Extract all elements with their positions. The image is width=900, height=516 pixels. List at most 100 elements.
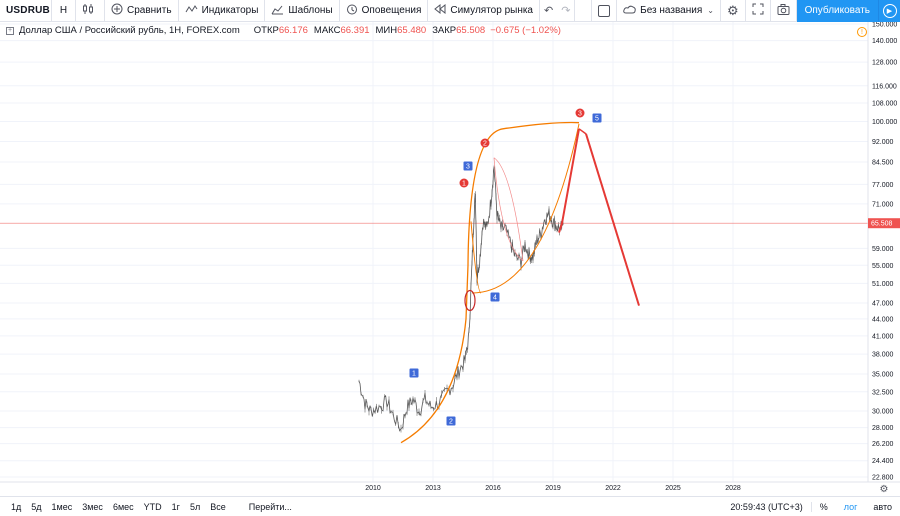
wave-label-red-circle bbox=[575, 108, 585, 118]
symbol-search[interactable]: USDRUB bbox=[0, 0, 52, 22]
price-tick-label: 44.000 bbox=[872, 316, 894, 323]
wave-label-blue: 2 bbox=[449, 419, 453, 426]
time-tick-label: 2019 bbox=[545, 485, 561, 492]
price-series bbox=[358, 165, 564, 433]
price-tick-label: 32.500 bbox=[872, 389, 894, 396]
compare-label: Сравнить bbox=[127, 5, 172, 16]
wave-label-blue: 3 bbox=[466, 164, 470, 171]
price-tick-label: 22.800 bbox=[872, 475, 894, 482]
replay-button[interactable]: Симулятор рынка bbox=[428, 0, 540, 22]
last-price-marker bbox=[868, 218, 900, 229]
fullscreen-toggle[interactable] bbox=[591, 0, 618, 22]
interval-button[interactable]: Н bbox=[52, 0, 76, 22]
last-price-label: 65.508 bbox=[871, 221, 893, 228]
wave-label-blue-box bbox=[463, 161, 473, 171]
percent-toggle[interactable]: % bbox=[819, 501, 828, 512]
chart-style-button[interactable] bbox=[76, 0, 105, 22]
wave-label-blue-box bbox=[490, 292, 500, 302]
compare-button[interactable]: Сравнить bbox=[105, 0, 179, 22]
open-label: ОТКР bbox=[253, 25, 279, 36]
wave-label-blue-box bbox=[592, 113, 602, 123]
cloud-icon bbox=[623, 5, 636, 17]
range-button[interactable]: 3мес bbox=[82, 501, 103, 512]
range-button[interactable]: 1мес bbox=[51, 501, 73, 512]
price-tick-label: 59.000 bbox=[872, 246, 894, 253]
price-tick-label: 108.000 bbox=[872, 100, 897, 107]
collapse-icon[interactable]: + bbox=[6, 26, 14, 35]
chevron-down-icon: ⌄ bbox=[707, 6, 714, 15]
play-icon: ▶ bbox=[882, 3, 897, 18]
range-button[interactable]: 1д bbox=[11, 501, 22, 512]
price-tick-label: 38.000 bbox=[872, 352, 894, 359]
price-tick-label: 150.000 bbox=[872, 22, 897, 29]
symbol-label: USDRUB bbox=[6, 5, 50, 16]
gear-icon: ⚙ bbox=[726, 2, 739, 18]
wave-arc-red bbox=[493, 157, 524, 261]
redo-button[interactable]: ↷ bbox=[557, 0, 576, 22]
price-tick-label: 100.000 bbox=[872, 119, 897, 126]
legend-title[interactable]: Доллар США / Российский рубль, 1Н, FOREX… bbox=[19, 25, 240, 36]
range-selector: 1д 5д 1мес 3мес 6мес YTD 1г 5л Все bbox=[0, 502, 231, 512]
time-tick-label: 2016 bbox=[485, 485, 501, 492]
alerts-button[interactable]: Оповещения bbox=[340, 0, 429, 22]
low-value: 65.480 bbox=[397, 25, 427, 36]
log-toggle[interactable]: лог bbox=[843, 501, 858, 512]
undo-button[interactable]: ↶ bbox=[540, 0, 557, 22]
price-tick-label: 140.000 bbox=[872, 38, 897, 45]
projection-peak bbox=[578, 128, 587, 135]
undo-icon: ↶ bbox=[544, 5, 554, 17]
fullscreen-button[interactable] bbox=[746, 0, 771, 22]
range-button[interactable]: 6мес bbox=[112, 501, 134, 512]
indicators-button[interactable]: Индикаторы bbox=[179, 0, 266, 22]
time-tick-label: 2010 bbox=[365, 485, 381, 492]
wave-arc-red bbox=[493, 157, 524, 262]
clock-time[interactable]: 20:59:43 (UTC+3) bbox=[730, 501, 812, 512]
price-line bbox=[358, 167, 564, 432]
chart-grid bbox=[0, 20, 868, 482]
redo-icon: ↷ bbox=[561, 5, 571, 17]
snapshot-button[interactable] bbox=[771, 0, 797, 22]
wave-labels: 1 2 3 4 5 1 2 3 bbox=[409, 108, 602, 426]
warning-icon[interactable]: ! bbox=[857, 27, 867, 37]
price-tick-label: 92.000 bbox=[872, 139, 894, 146]
goto-button[interactable]: Перейти... bbox=[248, 501, 292, 512]
play-button[interactable]: ▶ bbox=[878, 0, 900, 22]
price-tick-label: 51.000 bbox=[872, 281, 894, 288]
price-tick-label: 28.000 bbox=[872, 425, 894, 432]
wave-label-blue: 5 bbox=[595, 116, 599, 123]
alarm-clock-icon bbox=[346, 3, 358, 18]
axis-settings-icon: ⚙ bbox=[880, 484, 889, 495]
price-tick-label: 35.000 bbox=[872, 371, 894, 378]
low-label: МИН bbox=[375, 25, 398, 36]
layout-name: Без названия bbox=[640, 5, 703, 16]
close-value: 65.508 bbox=[456, 25, 486, 36]
publish-button[interactable]: Опубликовать bbox=[796, 0, 878, 22]
cup-arc-left bbox=[470, 221, 482, 294]
price-tick-label: 30.000 bbox=[872, 409, 894, 416]
settings-button[interactable]: ⚙ bbox=[721, 0, 746, 22]
projection-up bbox=[558, 128, 580, 233]
layout-menu[interactable]: Без названия ⌄ bbox=[617, 0, 721, 22]
range-button[interactable]: Все bbox=[210, 501, 226, 512]
time-tick-label: 2028 bbox=[725, 485, 741, 492]
range-button[interactable]: 5д bbox=[31, 501, 42, 512]
range-button[interactable]: 5л bbox=[189, 501, 201, 512]
close-label: ЗАКР bbox=[432, 25, 457, 36]
range-button[interactable]: 1г bbox=[171, 501, 180, 512]
wave-label-blue-box bbox=[409, 368, 419, 378]
price-tick-label: 47.000 bbox=[872, 301, 894, 308]
auto-toggle[interactable]: авто bbox=[873, 501, 892, 512]
templates-button[interactable]: Шаблоны bbox=[265, 0, 340, 22]
rewind-icon bbox=[434, 3, 446, 17]
price-tick-label: 116.000 bbox=[872, 83, 897, 90]
replay-label: Симулятор рынка bbox=[450, 5, 533, 16]
range-button[interactable]: YTD bbox=[143, 501, 162, 512]
price-tick-label: 84.500 bbox=[872, 159, 894, 166]
toolbar-right: Без названия ⌄ ⚙ Опубликовать ▶ bbox=[591, 0, 900, 22]
wave-label-blue: 1 bbox=[412, 371, 416, 378]
symbol-legend: + Доллар США / Российский рубль, 1Н, FOR… bbox=[6, 25, 561, 36]
bottom-toolbar: 1д 5д 1мес 3мес 6мес YTD 1г 5л Все Перейти... 20… bbox=[0, 496, 900, 516]
plus-circle-icon bbox=[111, 3, 123, 18]
